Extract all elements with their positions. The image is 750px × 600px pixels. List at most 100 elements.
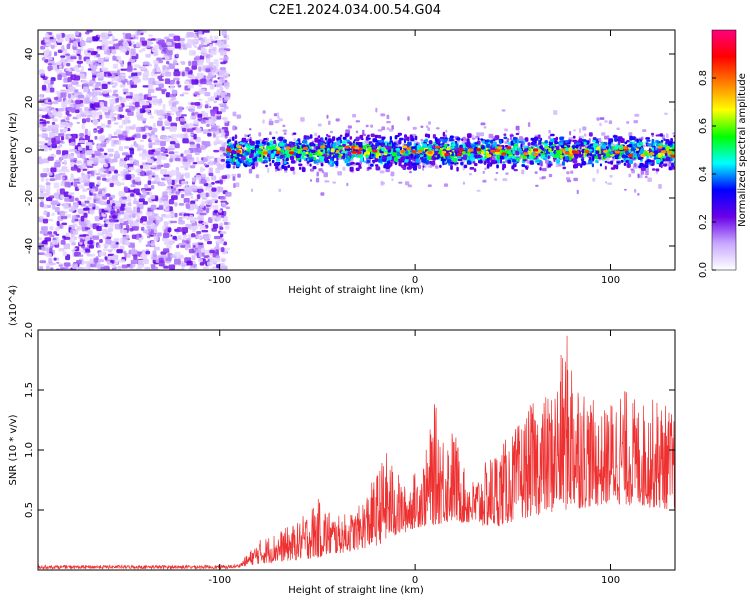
signal-halo-cell <box>647 177 652 182</box>
noise-cell <box>142 223 147 226</box>
signal-halo-cell <box>427 184 432 187</box>
noise-cell <box>191 79 199 85</box>
noise-cell <box>200 179 207 184</box>
noise-cell <box>74 31 79 36</box>
noise-cell <box>56 261 60 264</box>
noise-cell <box>169 85 175 90</box>
noise-cell <box>208 167 213 173</box>
noise-cell <box>163 221 169 227</box>
signal-halo-cell <box>235 182 240 188</box>
signal-halo-cell <box>248 168 253 174</box>
noise-cell <box>120 63 124 67</box>
noise-cell <box>171 107 178 112</box>
noise-cell <box>140 165 144 169</box>
noise-cell <box>59 121 67 128</box>
noise-cell <box>55 61 63 65</box>
noise-cell <box>185 67 189 72</box>
signal-halo-cell <box>231 173 237 177</box>
noise-cell <box>108 31 112 35</box>
noise-cell <box>175 184 182 187</box>
noise-cell <box>194 102 201 106</box>
noise-cell <box>115 130 122 135</box>
signal-halo-cell <box>515 125 520 131</box>
noise-cell <box>192 225 198 230</box>
noise-cell <box>186 31 194 38</box>
noise-cell <box>77 208 84 214</box>
noise-cell <box>41 84 47 90</box>
noise-cell <box>197 46 202 50</box>
signal-cell <box>620 138 625 143</box>
signal-halo-cell <box>666 133 669 139</box>
noise-cell <box>190 219 196 224</box>
noise-cell <box>74 251 81 257</box>
spectrogram-noise-region <box>38 30 232 270</box>
noise-cell <box>90 170 95 176</box>
signal-halo-cell <box>634 162 637 168</box>
noise-cell <box>159 199 163 204</box>
noise-cell <box>130 184 136 188</box>
signal-halo-cell <box>315 177 320 183</box>
noise-cell <box>68 208 74 213</box>
noise-cell <box>106 199 110 205</box>
noise-cell <box>218 150 223 153</box>
noise-cell <box>119 60 123 64</box>
noise-cell <box>94 216 100 222</box>
noise-cell <box>111 203 116 206</box>
noise-cell <box>117 134 124 139</box>
signal-halo-cell <box>300 117 305 122</box>
noise-cell <box>79 254 84 257</box>
noise-cell <box>93 257 99 263</box>
noise-cell <box>124 116 130 120</box>
noise-cell <box>89 101 94 105</box>
noise-cell <box>216 111 223 115</box>
figure-title: C2E1.2024.034.00.54.G04 <box>269 3 441 18</box>
signal-cell <box>313 160 317 164</box>
noise-cell <box>97 73 105 79</box>
noise-cell <box>103 46 107 52</box>
noise-cell <box>66 62 71 67</box>
noise-cell <box>192 217 200 221</box>
noise-cell <box>188 108 195 113</box>
signal-cell <box>562 157 566 162</box>
noise-cell <box>114 150 119 157</box>
signal-halo-cell <box>642 129 647 133</box>
noise-cell <box>158 78 164 82</box>
noise-cell <box>68 192 75 196</box>
noise-cell <box>47 141 52 146</box>
noise-cell <box>194 152 200 156</box>
noise-cell <box>128 75 132 79</box>
noise-cell <box>174 157 181 162</box>
noise-cell <box>63 191 69 197</box>
signal-cell <box>272 136 276 140</box>
noise-cell <box>197 258 203 263</box>
noise-cell <box>77 62 81 68</box>
noise-cell <box>40 127 46 131</box>
signal-cell <box>252 162 255 167</box>
noise-cell <box>211 187 217 192</box>
noise-cell <box>105 239 112 245</box>
noise-cell <box>207 132 212 137</box>
noise-cell <box>80 221 87 227</box>
noise-cell <box>137 113 143 116</box>
noise-cell <box>118 146 123 151</box>
noise-cell <box>165 126 171 130</box>
noise-cell <box>209 39 216 42</box>
noise-cell <box>49 195 54 198</box>
noise-cell <box>44 237 52 242</box>
noise-cell <box>63 203 69 210</box>
noise-cell <box>39 198 44 201</box>
signal-cell <box>668 166 672 171</box>
noise-cell <box>105 173 111 177</box>
noise-cell <box>162 155 167 160</box>
signal-halo-cell <box>483 126 487 129</box>
noise-cell <box>183 149 191 155</box>
noise-cell <box>89 61 94 66</box>
noise-cell <box>83 207 90 211</box>
signal-halo-cell <box>365 124 369 128</box>
noise-cell <box>95 173 101 176</box>
signal-halo-cell <box>545 159 550 164</box>
noise-cell <box>47 66 52 72</box>
noise-cell <box>52 118 58 122</box>
signal-halo-cell <box>237 173 241 178</box>
